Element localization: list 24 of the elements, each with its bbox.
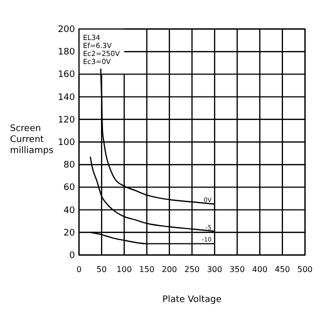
y-tick-label: 60 <box>64 183 76 194</box>
y-tick-label: 200 <box>58 25 76 35</box>
y-tick-label: 80 <box>64 160 76 171</box>
x-tick-label: 50 <box>96 265 107 274</box>
y-tick-label: 180 <box>58 48 76 58</box>
y-tick-label: 160 <box>58 70 76 80</box>
x-tick-label: 100 <box>116 265 132 274</box>
x-tick-label: 250 <box>184 265 200 274</box>
x-tick-label: 300 <box>206 265 222 274</box>
y-tick-label: 0 <box>69 251 76 261</box>
y-tick-label: 20 <box>64 228 76 238</box>
x-axis-title: Plate Voltage <box>162 295 222 305</box>
x-tick-label: 500 <box>297 265 313 274</box>
x-tick-label: 450 <box>274 265 290 274</box>
y-tick-label: 120 <box>58 115 76 126</box>
y-tick-label: 100 <box>58 138 76 148</box>
x-tick-label: 200 <box>162 265 178 274</box>
y-tick-label: 140 <box>58 92 76 103</box>
x-tick-label: 150 <box>139 265 154 274</box>
x-tick-label: 400 <box>252 265 268 274</box>
y-axis-title: Screen Current milliamps <box>10 124 54 156</box>
x-tick-label: 350 <box>230 265 245 274</box>
x-tick-label: 0 <box>76 265 82 274</box>
y-tick-label: 40 <box>64 206 76 216</box>
